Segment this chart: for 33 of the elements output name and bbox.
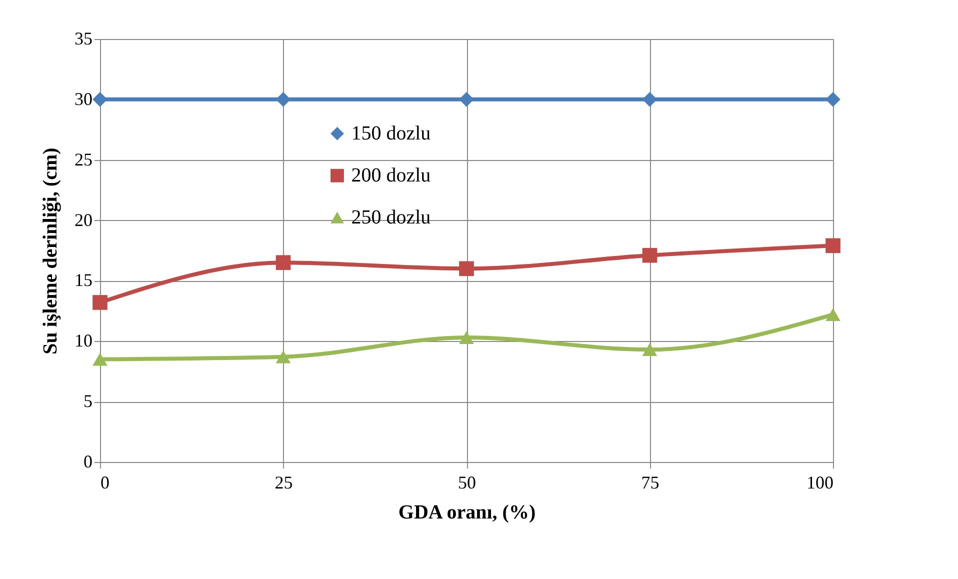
legend-label: 250 dozlu: [351, 206, 431, 229]
y-tick-label: 35: [74, 28, 92, 48]
point: [92, 92, 108, 107]
point: [459, 331, 474, 344]
legend-label: 200 dozlu: [351, 164, 431, 187]
y-tick-label: 15: [74, 270, 92, 290]
point: [826, 308, 840, 321]
point: [92, 295, 108, 310]
x-tick-label: 0: [100, 472, 110, 492]
x-tick-label: 100: [806, 472, 834, 492]
point: [826, 238, 840, 254]
point: [276, 350, 291, 364]
point: [276, 255, 291, 270]
point: [826, 92, 840, 107]
y-tick-label: 5: [84, 391, 92, 412]
x-tick-label: 25: [274, 472, 293, 492]
y-tick-label: 30: [74, 88, 92, 109]
point: [92, 352, 108, 366]
point: [642, 343, 658, 356]
y-tick-label: 10: [74, 330, 92, 351]
x-tick-label: 50: [458, 472, 476, 492]
point: [642, 248, 658, 263]
legend-label: 150 dozlu: [351, 122, 431, 145]
x-tick-label: 75: [641, 472, 660, 492]
point: [642, 92, 658, 107]
y-tick-label: 25: [74, 149, 92, 170]
point: [459, 92, 474, 107]
y-tick-label: 20: [74, 210, 92, 230]
point: [459, 261, 474, 276]
x-axis-title: GDA oranı, (%): [398, 502, 536, 524]
y-axis-title: Su işleme derinliği, (cm): [40, 148, 62, 354]
point: [276, 92, 291, 107]
y-tick-label: 0: [84, 452, 92, 472]
